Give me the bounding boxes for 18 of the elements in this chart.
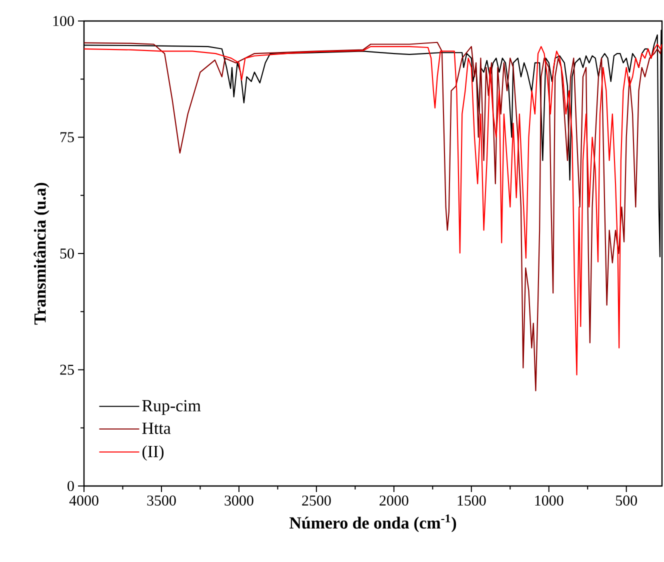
legend-label: Htta bbox=[142, 422, 171, 434]
x-tick-label: 500 bbox=[616, 496, 637, 506]
x-tick-label: 2500 bbox=[302, 496, 331, 506]
y-tick-label: 25 bbox=[60, 364, 74, 375]
x-tick-label: 1000 bbox=[535, 496, 564, 506]
x-axis-title: Número de onda (cm$^{-1}$) bbox=[290, 514, 456, 532]
x-tick-label: 1500 bbox=[458, 496, 486, 506]
y-axis-title: Transmitância (u.a) bbox=[34, 182, 50, 325]
y-tick-label: 50 bbox=[60, 248, 74, 259]
y-tick-label: 0 bbox=[68, 480, 74, 492]
x-tick-label: 4000 bbox=[69, 496, 98, 506]
x-tick-label: 3500 bbox=[147, 496, 176, 506]
legend-label: (II) bbox=[142, 445, 164, 461]
legend-label: Rup-cim bbox=[142, 400, 201, 415]
y-tick-label: 75 bbox=[60, 132, 74, 142]
x-tick-label: 3000 bbox=[224, 496, 254, 506]
y-tick-label: 100 bbox=[53, 16, 74, 26]
x-tick-label: 2000 bbox=[380, 496, 408, 506]
